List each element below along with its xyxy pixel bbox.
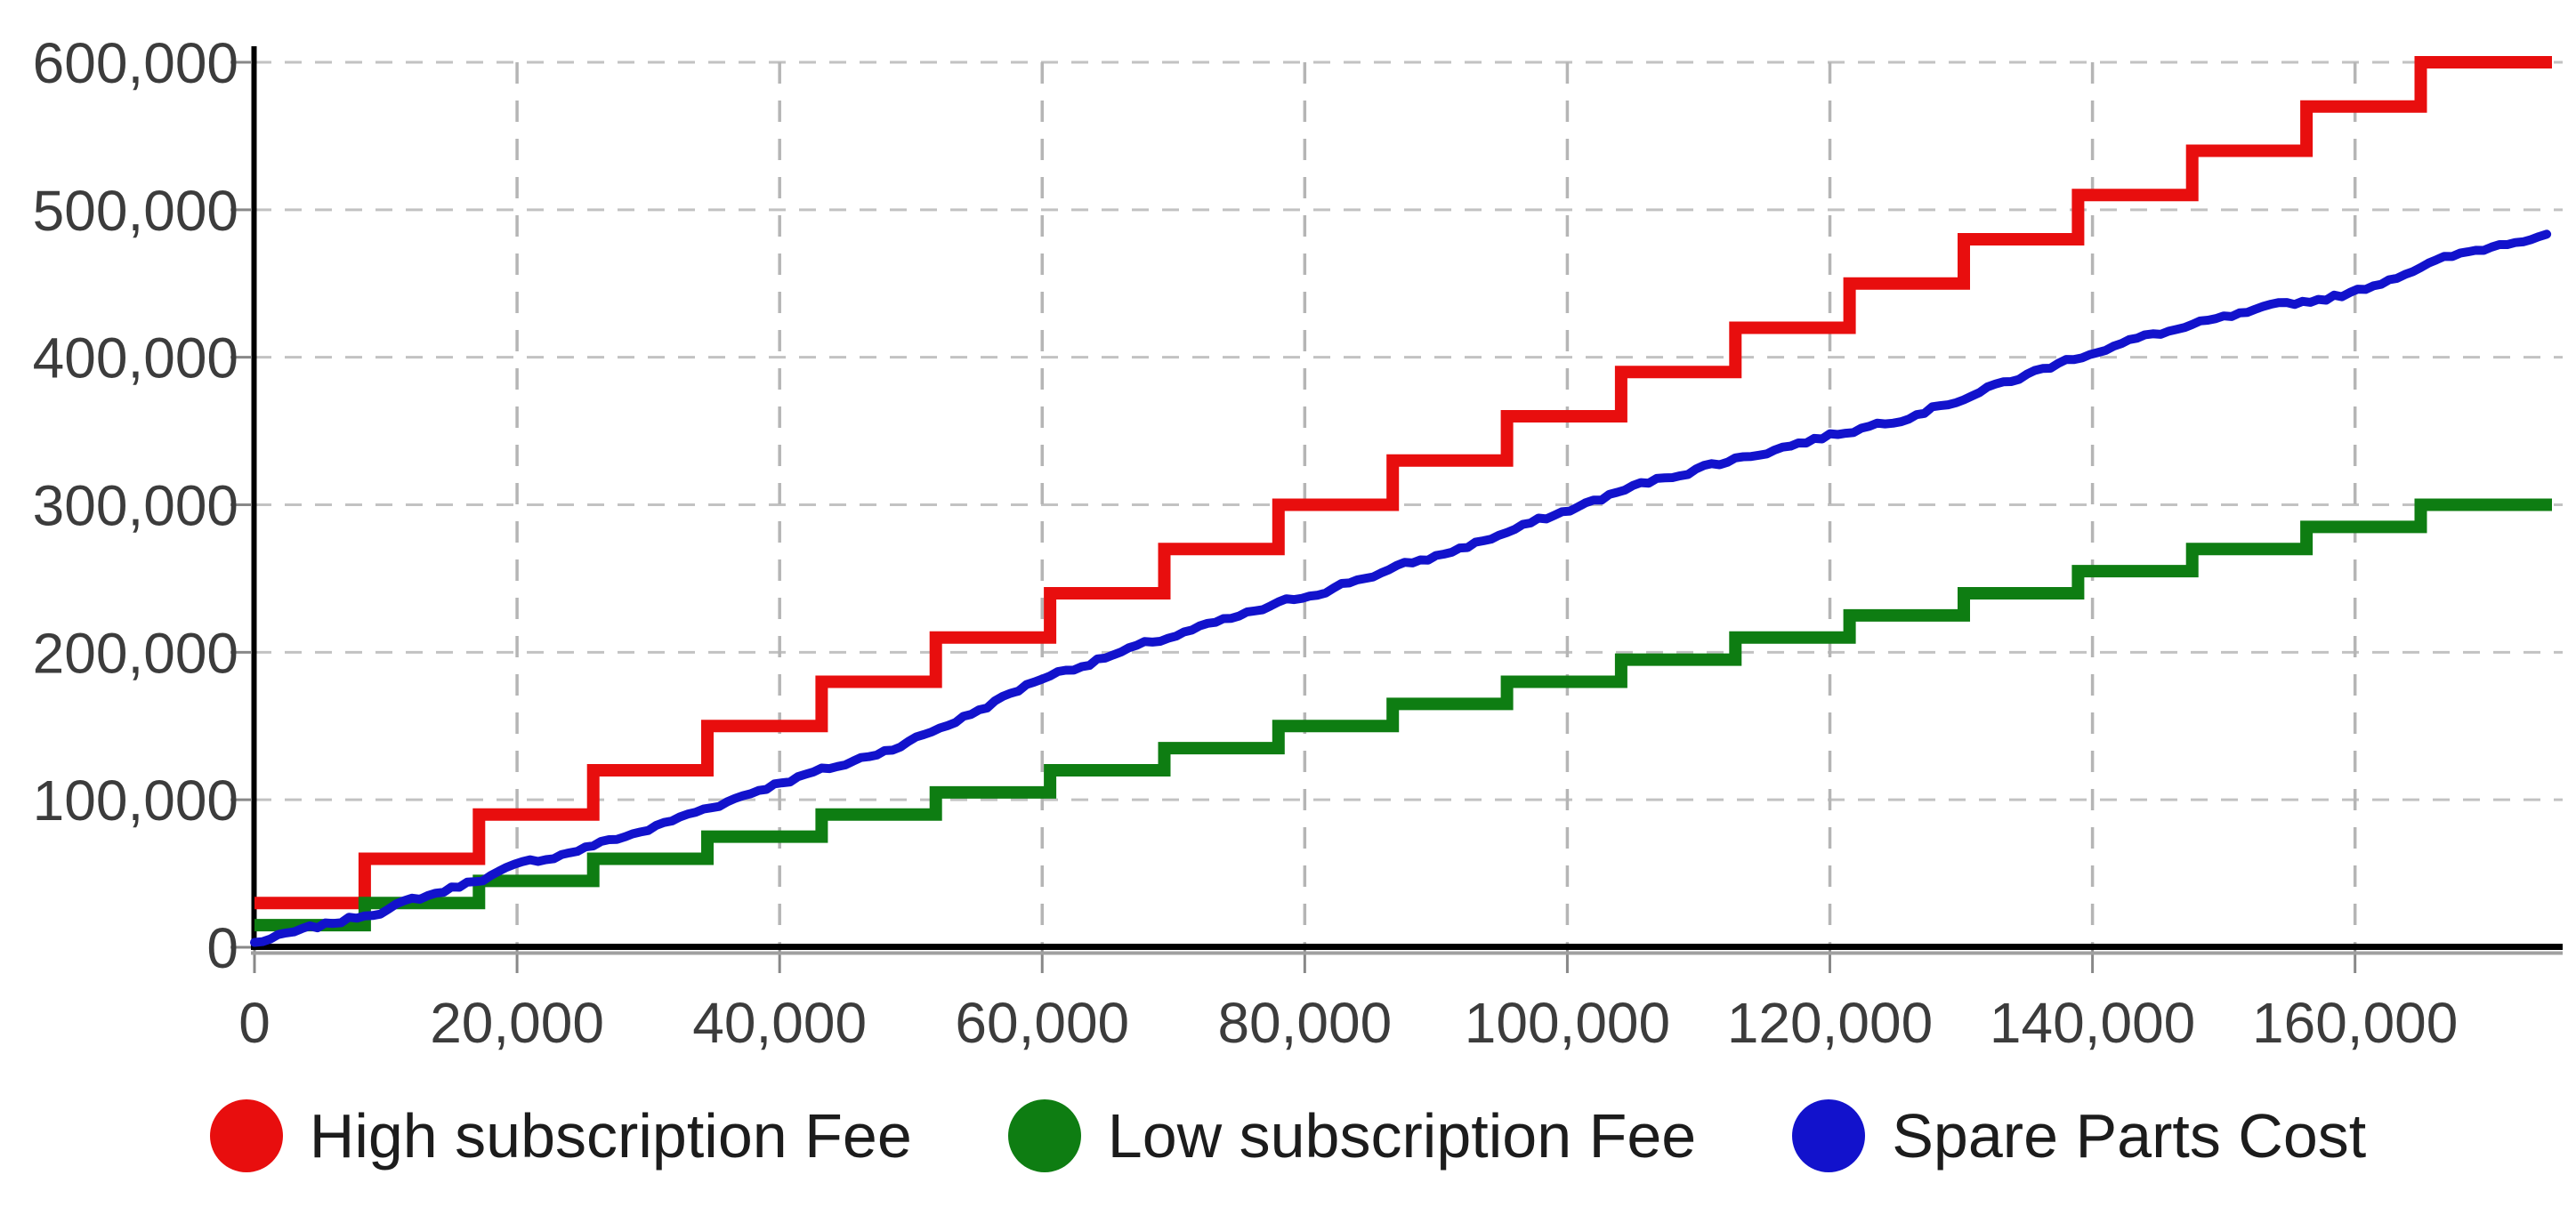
y-axis-tick-label: 400,000	[33, 326, 238, 390]
y-axis-tick-label: 200,000	[33, 621, 238, 685]
x-axis-tick-label: 100,000	[1465, 991, 1670, 1055]
legend-label: High subscription Fee	[309, 1101, 912, 1171]
blue-series-marker-icon	[1792, 1099, 1866, 1172]
y-axis-tick-label: 600,000	[33, 31, 238, 95]
x-axis-tick-label: 120,000	[1727, 991, 1933, 1055]
y-axis-tick-label: 0	[206, 916, 238, 980]
legend-label: Low subscription Fee	[1107, 1101, 1697, 1171]
x-axis-tick-label: 60,000	[955, 991, 1129, 1055]
legend-label: Spare Parts Cost	[1892, 1101, 2367, 1171]
x-axis-tick-label: 20,000	[430, 991, 604, 1055]
x-axis-tick-label: 40,000	[692, 991, 867, 1055]
green-series-marker-icon	[1007, 1099, 1081, 1172]
legend-item-spare-parts-cost[interactable]: Spare Parts Cost	[1792, 1099, 2366, 1172]
y-axis-tick-label: 300,000	[33, 474, 238, 538]
series-line-spare-parts-cost	[250, 229, 2552, 947]
series-line-low-subscription-fee	[254, 498, 2552, 932]
x-axis-tick-label: 0	[238, 991, 271, 1055]
series-line-high-subscription-fee	[254, 56, 2552, 910]
x-axis-tick-label: 80,000	[1217, 991, 1392, 1055]
legend: High subscription Fee Low subscription F…	[0, 1099, 2576, 1172]
x-axis-tick-label: 140,000	[1990, 991, 2195, 1055]
y-axis-tick-label: 100,000	[33, 768, 238, 833]
x-axis-tick-label: 160,000	[2252, 991, 2458, 1055]
red-series-marker-icon	[209, 1099, 283, 1172]
y-axis-tick-label: 500,000	[33, 179, 238, 243]
legend-item-high-subscription-fee[interactable]: High subscription Fee	[209, 1099, 912, 1172]
legend-item-low-subscription-fee[interactable]: Low subscription Fee	[1007, 1099, 1697, 1172]
